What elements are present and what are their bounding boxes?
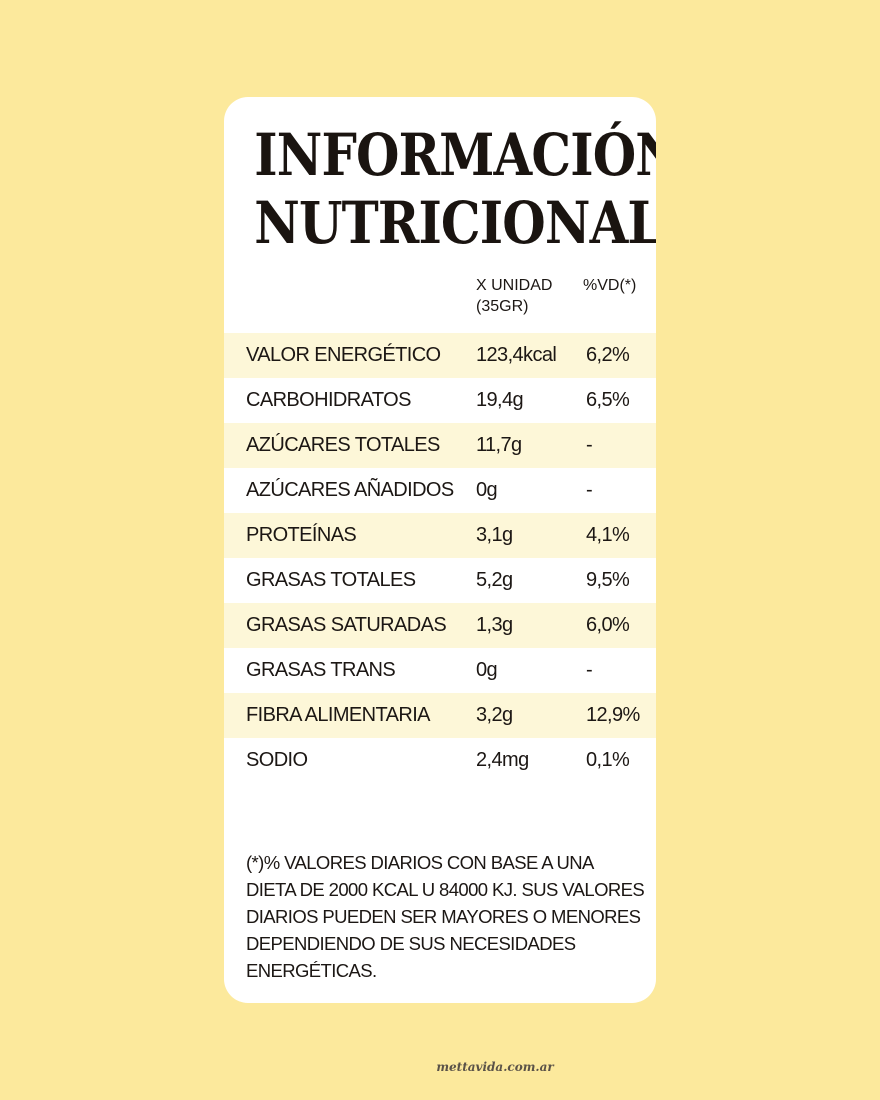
nutrition-card: INFORMACIÓN NUTRICIONAL X UNIDAD (35GR) … <box>224 97 656 1003</box>
nutrient-quantity: 2,4mg <box>476 749 529 771</box>
nutrient-daily-value: - <box>586 659 593 681</box>
quantity-column-header: X UNIDAD (35GR) <box>476 277 553 315</box>
daily-value-column-header: %VD(*) <box>583 277 637 294</box>
nutrient-name: GRASAS TOTALES <box>246 569 416 591</box>
table-row: FIBRA ALIMENTARIA 3,2g 12,9% <box>224 693 656 738</box>
table-row: CARBOHIDRATOS 19,4g 6,5% <box>224 378 656 423</box>
table-row: PROTEÍNAS 3,1g 4,1% <box>224 513 656 558</box>
nutrient-daily-value: 12,9% <box>586 704 640 726</box>
nutrient-daily-value: 6,2% <box>586 344 630 366</box>
nutrient-daily-value: 6,5% <box>586 389 630 411</box>
nutrient-quantity: 19,4g <box>476 389 524 411</box>
table-row: AZÚCARES AÑADIDOS 0g - <box>224 468 656 513</box>
nutrient-daily-value: 9,5% <box>586 569 630 591</box>
nutrient-daily-value: 0,1% <box>586 749 630 771</box>
nutrient-quantity: 3,1g <box>476 524 513 546</box>
nutrient-quantity: 0g <box>476 479 498 501</box>
nutrient-quantity: 11,7g <box>476 434 522 456</box>
nutrient-name: AZÚCARES AÑADIDOS <box>246 479 454 501</box>
table-row: GRASAS SATURADAS 1,3g 6,0% <box>224 603 656 648</box>
table-row: VALOR ENERGÉTICO 123,4kcal 6,2% <box>224 333 656 378</box>
table-row: SODIO 2,4mg 0,1% <box>224 738 656 783</box>
nutrient-name: SODIO <box>246 749 308 771</box>
nutrient-name: FIBRA ALIMENTARIA <box>246 704 431 726</box>
nutrient-quantity: 1,3g <box>476 614 513 636</box>
website-watermark: mettavida.com.ar <box>436 1060 554 1074</box>
nutrient-quantity: 0g <box>476 659 498 681</box>
table-row: GRASAS TRANS 0g - <box>224 648 656 693</box>
nutrient-daily-value: 6,0% <box>586 614 630 636</box>
nutrient-name: VALOR ENERGÉTICO <box>246 344 441 366</box>
nutrient-daily-value: - <box>586 434 593 456</box>
table-row: GRASAS TOTALES 5,2g 9,5% <box>224 558 656 603</box>
nutrient-quantity: 123,4kcal <box>476 344 557 366</box>
nutrient-name: CARBOHIDRATOS <box>246 389 411 411</box>
page-title: INFORMACIÓN NUTRICIONAL <box>254 97 656 257</box>
nutrient-quantity: 5,2g <box>476 569 513 591</box>
nutrient-name: PROTEÍNAS <box>246 524 357 546</box>
nutrient-daily-value: - <box>586 479 593 501</box>
nutrient-name: GRASAS SATURADAS <box>246 614 447 636</box>
nutrient-daily-value: 4,1% <box>586 524 630 546</box>
nutrient-name: AZÚCARES TOTALES <box>246 434 440 456</box>
title-line-1: INFORMACIÓN <box>254 121 656 189</box>
title-line-2: NUTRICIONAL <box>254 189 656 257</box>
table-row: AZÚCARES TOTALES 11,7g - <box>224 423 656 468</box>
nutrient-quantity: 3,2g <box>476 704 513 726</box>
nutrition-table: VALOR ENERGÉTICO 123,4kcal 6,2% CARBOHID… <box>224 333 656 783</box>
daily-value-footnote: (*)% VALORES DIARIOS CON BASE A UNA DIET… <box>246 852 645 981</box>
column-headers: X UNIDAD (35GR) %VD(*) <box>224 275 656 325</box>
nutrient-name: GRASAS TRANS <box>246 659 396 681</box>
